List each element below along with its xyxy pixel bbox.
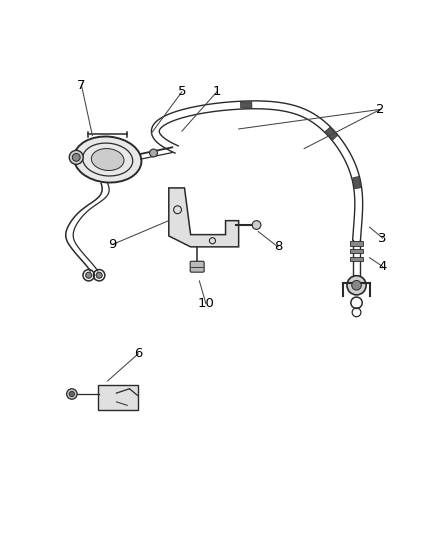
Ellipse shape — [92, 149, 124, 171]
FancyBboxPatch shape — [98, 385, 138, 410]
Circle shape — [252, 221, 261, 229]
Bar — [350, 257, 363, 261]
Circle shape — [347, 276, 366, 295]
Text: 3: 3 — [378, 232, 387, 245]
Circle shape — [150, 149, 157, 157]
Bar — [350, 249, 363, 253]
Text: 4: 4 — [378, 260, 387, 273]
Circle shape — [67, 389, 77, 399]
Text: 5: 5 — [178, 85, 186, 99]
Circle shape — [69, 391, 74, 397]
Bar — [325, 127, 337, 140]
Text: 6: 6 — [134, 348, 142, 360]
Text: 2: 2 — [376, 103, 385, 116]
Ellipse shape — [69, 150, 83, 164]
Circle shape — [85, 272, 92, 278]
Ellipse shape — [72, 154, 80, 161]
Bar — [240, 102, 252, 108]
Text: 7: 7 — [77, 79, 86, 92]
Polygon shape — [169, 188, 239, 247]
Text: 8: 8 — [274, 240, 282, 253]
Bar — [353, 176, 361, 189]
FancyBboxPatch shape — [190, 261, 204, 272]
Text: 9: 9 — [108, 238, 116, 251]
Text: 1: 1 — [212, 85, 221, 99]
Circle shape — [96, 272, 102, 278]
Circle shape — [352, 280, 361, 290]
Text: 10: 10 — [198, 297, 214, 310]
Ellipse shape — [74, 136, 141, 183]
Bar — [350, 241, 363, 246]
